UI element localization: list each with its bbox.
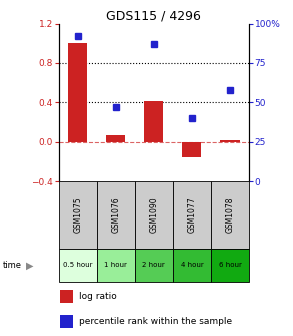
- Bar: [173, 181, 211, 249]
- Text: 6 hour: 6 hour: [219, 262, 241, 268]
- Bar: [60, 315, 73, 328]
- Bar: [59, 181, 97, 249]
- Text: GSM1076: GSM1076: [111, 197, 120, 234]
- Bar: [97, 181, 135, 249]
- Bar: [182, 142, 201, 157]
- Text: GSM1090: GSM1090: [149, 197, 158, 234]
- Bar: [173, 249, 211, 282]
- Bar: [97, 249, 135, 282]
- Text: time: time: [3, 261, 22, 270]
- Text: 2 hour: 2 hour: [142, 262, 165, 268]
- Text: percentile rank within the sample: percentile rank within the sample: [79, 317, 232, 326]
- Bar: [211, 249, 249, 282]
- Text: 0.5 hour: 0.5 hour: [63, 262, 92, 268]
- Bar: [211, 181, 249, 249]
- Bar: [135, 181, 173, 249]
- Text: 4 hour: 4 hour: [180, 262, 203, 268]
- Bar: [220, 140, 239, 142]
- Text: GSM1077: GSM1077: [188, 197, 196, 234]
- Bar: [60, 290, 73, 303]
- Bar: [59, 249, 97, 282]
- Text: GSM1075: GSM1075: [73, 197, 82, 234]
- Text: 1 hour: 1 hour: [104, 262, 127, 268]
- Text: log ratio: log ratio: [79, 292, 117, 301]
- Text: GSM1078: GSM1078: [226, 197, 234, 233]
- Bar: [144, 100, 163, 142]
- Bar: [68, 43, 87, 142]
- Title: GDS115 / 4296: GDS115 / 4296: [106, 9, 201, 23]
- Text: ▶: ▶: [25, 260, 33, 270]
- Bar: [106, 135, 125, 142]
- Bar: [135, 249, 173, 282]
